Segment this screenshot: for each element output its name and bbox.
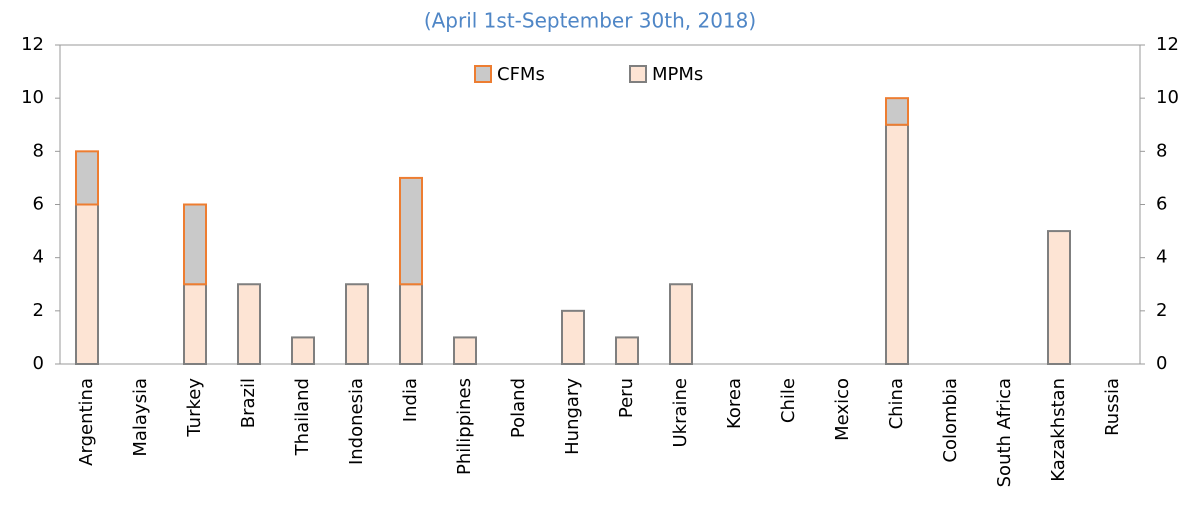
bar-segment	[399, 176, 423, 286]
y-tick-label: 2	[33, 300, 44, 321]
x-tick-label: China	[886, 378, 907, 429]
bar-segment	[561, 309, 585, 366]
y2-tick-label: 8	[1156, 140, 1167, 161]
bar-segment	[75, 150, 99, 206]
x-tick-label: Mexico	[832, 378, 853, 441]
bar-segment	[291, 336, 315, 365]
bar-segment	[345, 283, 369, 365]
x-tick-label: Poland	[508, 378, 529, 438]
x-tick-label: Indonesia	[346, 378, 367, 465]
x-tick-label: Thailand	[292, 378, 313, 456]
y2-tick-label: 4	[1156, 247, 1167, 268]
plot-frame	[59, 44, 1141, 365]
y2-tick-label: 12	[1156, 34, 1179, 55]
legend-label: CFMs	[497, 64, 545, 85]
y-tick-label: 6	[33, 194, 44, 215]
bar-segment	[75, 203, 99, 365]
bar-segment	[453, 336, 477, 365]
x-tick-label: Turkey	[184, 378, 205, 438]
bar-segment	[183, 283, 207, 365]
bar-segment	[885, 123, 909, 365]
x-tick-label: Peru	[616, 378, 637, 418]
x-tick-label: Ukraine	[670, 378, 691, 448]
x-tick-label: Brazil	[238, 378, 259, 428]
y2-tick-label: 6	[1156, 194, 1167, 215]
x-tick-label: Colombia	[940, 378, 961, 463]
x-tick-label: Hungary	[562, 378, 583, 455]
x-tick-label: Kazakhstan	[1048, 378, 1069, 482]
x-tick-label: Argentina	[76, 378, 97, 466]
x-tick-label: Malaysia	[130, 378, 151, 457]
bar-segment	[615, 336, 639, 365]
x-tick-label: South Africa	[994, 378, 1015, 487]
x-tick-label: Chile	[778, 378, 799, 423]
legend-swatch	[629, 65, 647, 83]
bar-segment	[183, 203, 207, 286]
y2-tick-label: 10	[1156, 87, 1179, 108]
bar-segment	[669, 283, 693, 365]
y-tick-label: 12	[21, 34, 44, 55]
legend-swatch	[474, 65, 492, 83]
bar-segment	[1047, 230, 1071, 365]
bar-segment	[399, 283, 423, 365]
bar-segment	[237, 283, 261, 365]
bar-segment	[885, 97, 909, 126]
y2-tick-label: 2	[1156, 300, 1167, 321]
x-tick-label: Philippines	[454, 378, 475, 475]
legend-label: MPMs	[652, 64, 703, 85]
y-tick-label: 10	[21, 87, 44, 108]
y-tick-label: 0	[33, 353, 44, 374]
y-tick-label: 8	[33, 140, 44, 161]
x-tick-label: India	[400, 378, 421, 422]
y-tick-label: 4	[33, 247, 44, 268]
chart-title: (April 1st-September 30th, 2018)	[424, 9, 756, 33]
x-tick-label: Russia	[1102, 378, 1123, 436]
y2-tick-label: 0	[1156, 353, 1167, 374]
x-tick-label: Korea	[724, 378, 745, 429]
